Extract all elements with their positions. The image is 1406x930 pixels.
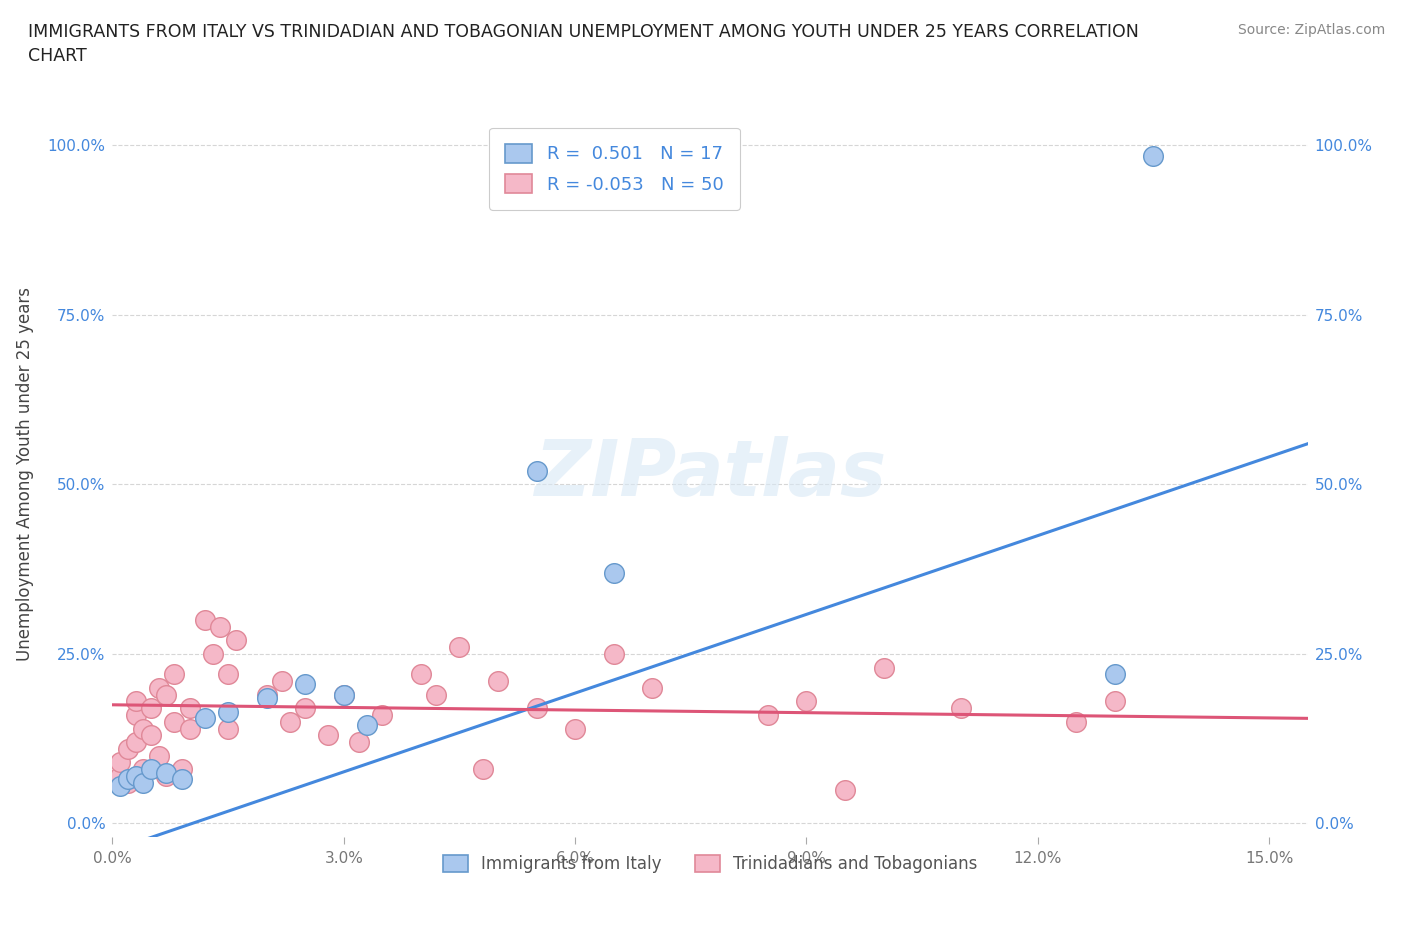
Point — [278, 714, 301, 729]
Point — [194, 613, 217, 628]
Point — [117, 741, 139, 756]
Point — [949, 700, 972, 715]
Legend: Immigrants from Italy, Trinidadians and Tobagonians: Immigrants from Italy, Trinidadians and … — [436, 848, 984, 880]
Point — [148, 749, 170, 764]
Point — [449, 640, 471, 655]
Point — [217, 704, 239, 719]
Point — [486, 673, 509, 688]
Point — [356, 718, 378, 733]
Point — [333, 687, 356, 702]
Point — [602, 565, 624, 580]
Point — [201, 646, 224, 661]
Point — [148, 681, 170, 696]
Point — [155, 687, 177, 702]
Point — [124, 708, 146, 723]
Point — [318, 728, 340, 743]
Point — [170, 762, 193, 777]
Point — [117, 776, 139, 790]
Point — [256, 691, 278, 706]
Point — [526, 463, 548, 478]
Point — [333, 687, 356, 702]
Point — [1104, 667, 1126, 682]
Point — [139, 728, 162, 743]
Point — [796, 694, 818, 709]
Point — [1142, 148, 1164, 163]
Point — [834, 782, 856, 797]
Point — [217, 721, 239, 736]
Point — [1104, 694, 1126, 709]
Point — [1064, 714, 1087, 729]
Text: IMMIGRANTS FROM ITALY VS TRINIDADIAN AND TOBAGONIAN UNEMPLOYMENT AMONG YOUTH UND: IMMIGRANTS FROM ITALY VS TRINIDADIAN AND… — [28, 23, 1139, 65]
Point — [756, 708, 779, 723]
Point — [117, 772, 139, 787]
Point — [124, 694, 146, 709]
Point — [179, 721, 201, 736]
Point — [872, 660, 894, 675]
Point — [163, 667, 186, 682]
Point — [139, 762, 162, 777]
Point — [347, 735, 370, 750]
Point — [602, 646, 624, 661]
Point — [108, 755, 131, 770]
Point — [132, 721, 155, 736]
Point — [641, 681, 664, 696]
Point — [108, 778, 131, 793]
Point — [409, 667, 432, 682]
Point — [256, 687, 278, 702]
Point — [564, 721, 586, 736]
Point — [526, 700, 548, 715]
Point — [155, 768, 177, 783]
Point — [194, 711, 217, 725]
Point — [124, 735, 146, 750]
Point — [294, 677, 316, 692]
Text: ZIPatlas: ZIPatlas — [534, 436, 886, 512]
Y-axis label: Unemployment Among Youth under 25 years: Unemployment Among Youth under 25 years — [15, 287, 34, 661]
Point — [471, 762, 494, 777]
Point — [170, 772, 193, 787]
Point — [371, 708, 394, 723]
Point — [163, 714, 186, 729]
Point — [132, 776, 155, 790]
Point — [139, 700, 162, 715]
Point — [294, 700, 316, 715]
Point — [217, 667, 239, 682]
Point — [155, 765, 177, 780]
Point — [108, 768, 131, 783]
Point — [132, 762, 155, 777]
Text: Source: ZipAtlas.com: Source: ZipAtlas.com — [1237, 23, 1385, 37]
Point — [179, 700, 201, 715]
Point — [425, 687, 447, 702]
Point — [271, 673, 294, 688]
Point — [124, 768, 146, 783]
Point — [209, 619, 232, 634]
Point — [225, 633, 247, 648]
